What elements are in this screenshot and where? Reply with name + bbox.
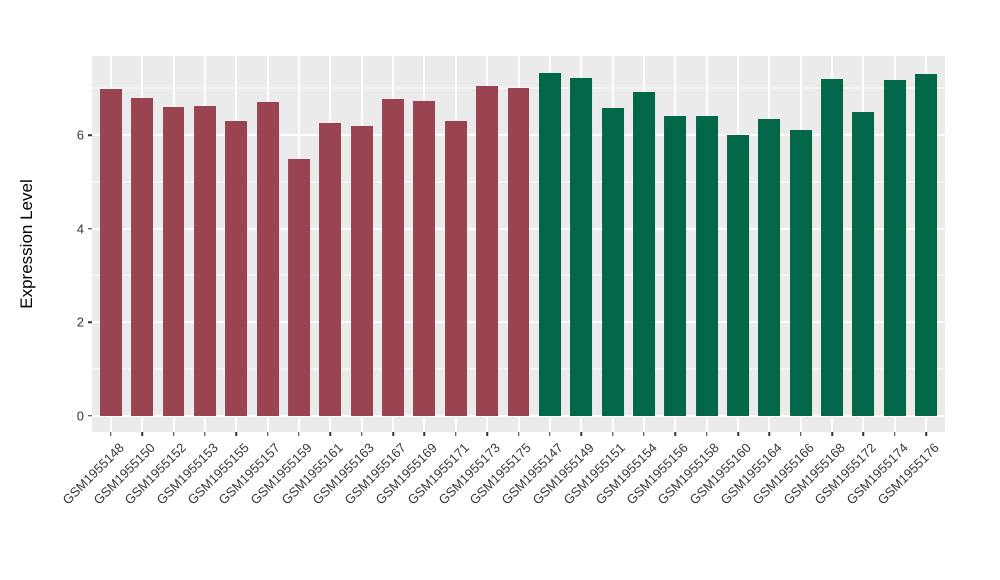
bar	[225, 121, 248, 416]
bar	[413, 100, 436, 416]
bar	[695, 116, 718, 416]
x-tick-mark	[486, 432, 488, 436]
bar	[727, 135, 749, 416]
bar	[664, 116, 687, 416]
x-tick-mark	[580, 432, 582, 436]
y-tick-mark	[88, 134, 92, 136]
bar	[99, 89, 122, 416]
x-tick-mark	[862, 432, 865, 436]
x-tick-mark	[549, 432, 551, 436]
bar	[821, 78, 844, 416]
bar	[758, 119, 781, 416]
bar	[444, 120, 467, 416]
x-tick-mark	[266, 432, 269, 436]
bar	[382, 99, 405, 416]
x-tick-mark	[611, 432, 614, 436]
bar	[288, 159, 310, 416]
bar	[852, 112, 875, 416]
x-tick-mark	[831, 432, 833, 436]
bar	[319, 122, 342, 416]
x-tick-mark	[204, 432, 206, 436]
y-tick-label: 6	[76, 127, 84, 143]
x-tick-mark	[235, 432, 237, 436]
bar	[883, 80, 906, 416]
bar	[601, 108, 624, 416]
x-tick-mark	[799, 432, 802, 436]
y-tick-label: 4	[76, 221, 84, 237]
y-tick-mark	[88, 321, 92, 323]
x-tick-mark	[172, 432, 175, 436]
x-tick-mark	[768, 432, 771, 436]
x-tick-mark	[110, 432, 112, 436]
x-tick-mark	[894, 432, 896, 436]
x-tick-mark	[392, 432, 394, 436]
x-tick-mark	[925, 432, 927, 436]
bar	[350, 125, 373, 416]
y-tick-label: 2	[76, 314, 84, 330]
bar	[915, 73, 938, 416]
x-tick-mark	[705, 432, 708, 436]
y-tick-mark	[88, 227, 92, 230]
bar	[131, 98, 154, 416]
x-tick-mark	[517, 432, 520, 436]
x-tick-mark	[674, 432, 677, 436]
x-tick-mark	[455, 432, 457, 436]
x-tick-mark	[423, 432, 426, 436]
y-tick-mark	[88, 414, 92, 417]
bar	[632, 92, 655, 416]
bar	[538, 73, 561, 416]
y-tick-label: 0	[76, 408, 84, 424]
x-tick-mark	[141, 432, 143, 436]
bar	[193, 105, 216, 416]
bar	[256, 101, 279, 416]
x-tick-mark	[298, 432, 300, 436]
x-tick-mark	[360, 432, 363, 436]
bar	[162, 107, 185, 416]
x-tick-mark	[329, 432, 332, 436]
bar	[570, 77, 593, 416]
plot-panel	[92, 56, 945, 432]
y-axis-title: Expression Level	[17, 179, 36, 309]
bar	[789, 129, 812, 416]
bar	[476, 85, 499, 416]
bar	[507, 87, 530, 416]
x-tick-mark	[643, 432, 645, 436]
x-tick-mark	[737, 432, 739, 436]
